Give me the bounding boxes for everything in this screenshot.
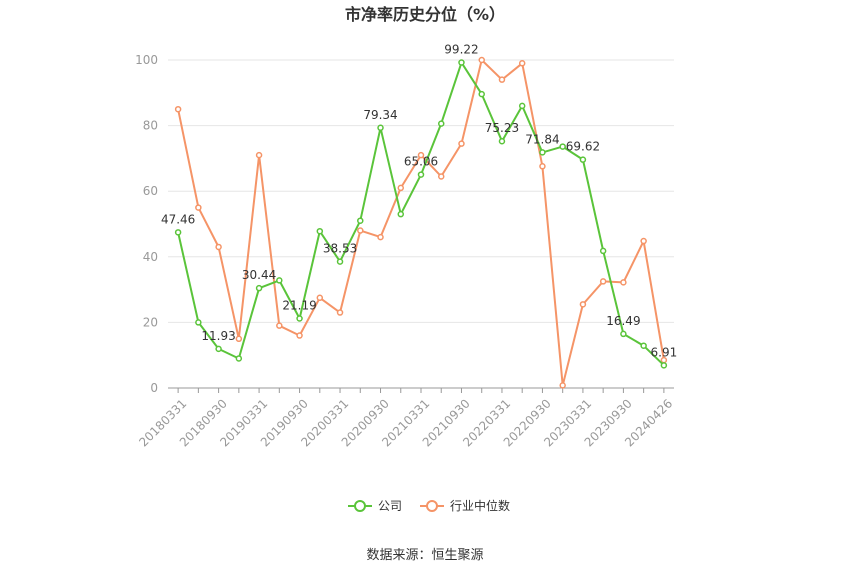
data-label: 11.93	[201, 329, 235, 343]
data-point	[458, 140, 465, 147]
series-line	[177, 61, 665, 367]
data-point	[377, 233, 384, 241]
data-point	[215, 243, 222, 251]
data-point	[579, 156, 587, 163]
data-point	[195, 319, 202, 326]
source-note: 数据来源：恒生聚源	[366, 548, 483, 563]
data-point	[255, 284, 263, 292]
data-label: 71.84	[525, 132, 559, 146]
data-point	[336, 258, 344, 265]
data-point	[397, 184, 405, 192]
data-point	[458, 59, 465, 66]
data-point	[174, 229, 182, 236]
data-label: 65.06	[404, 155, 438, 169]
data-point	[174, 105, 182, 113]
data-label: 30.44	[242, 268, 276, 282]
data-point	[377, 124, 384, 132]
legend-marker	[354, 500, 366, 512]
y-tick-label: 20	[143, 315, 158, 329]
data-point	[478, 90, 485, 98]
data-point	[518, 60, 526, 67]
y-tick-label: 40	[143, 250, 158, 264]
data-point	[599, 278, 607, 285]
data-point	[417, 171, 425, 178]
data-point	[640, 237, 647, 245]
y-tick-label: 0	[150, 381, 158, 395]
data-point	[296, 315, 303, 322]
data-label: 79.34	[363, 108, 397, 122]
data-point	[255, 151, 263, 159]
data-point	[417, 151, 425, 159]
legend-label: 公司	[378, 499, 402, 513]
data-label: 6.91	[651, 345, 678, 359]
data-point	[235, 335, 243, 343]
data-point	[397, 210, 405, 218]
data-point	[539, 163, 546, 170]
data-point	[336, 309, 344, 316]
y-tick-label: 60	[143, 184, 158, 198]
data-label: 69.62	[566, 140, 600, 154]
legend-marker	[426, 500, 438, 512]
data-point	[559, 382, 566, 389]
data-point	[640, 342, 647, 349]
data-label: 75.23	[485, 121, 519, 135]
data-point	[276, 277, 283, 284]
data-point	[660, 362, 668, 369]
data-point	[437, 120, 445, 127]
legend-label: 行业中位数	[450, 498, 510, 513]
data-point	[599, 247, 607, 255]
data-point	[539, 149, 546, 156]
data-label: 38.53	[323, 242, 357, 256]
data-point	[357, 217, 364, 224]
data-point	[437, 173, 445, 180]
data-point	[478, 56, 485, 64]
data-label: 16.49	[606, 314, 640, 328]
data-point	[579, 301, 587, 308]
data-point	[235, 355, 243, 362]
data-point	[498, 137, 506, 145]
y-tick-label: 80	[143, 119, 158, 133]
data-point	[276, 322, 283, 329]
data-point	[518, 102, 526, 110]
y-tick-label: 100	[135, 53, 158, 67]
data-point	[195, 204, 202, 211]
series-line	[177, 59, 665, 387]
data-point	[498, 76, 506, 83]
data-point	[620, 279, 627, 286]
data-point	[215, 345, 222, 353]
data-point	[296, 332, 303, 339]
data-point	[620, 330, 627, 338]
chart-title: 市净率历史分位（%）	[345, 5, 505, 24]
data-point	[316, 227, 324, 235]
data-label: 99.22	[444, 43, 478, 57]
data-point	[316, 294, 324, 302]
data-point	[559, 143, 566, 150]
data-point	[357, 227, 364, 234]
data-label: 47.46	[161, 212, 195, 226]
data-label: 21.19	[282, 298, 316, 312]
